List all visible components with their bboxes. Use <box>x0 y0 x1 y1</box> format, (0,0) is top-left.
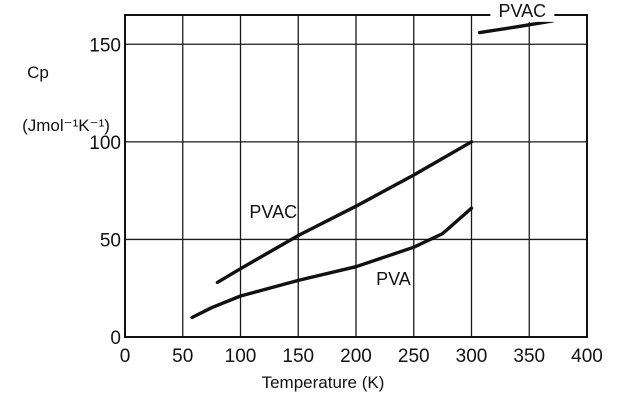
series-line-pva-2 <box>190 206 474 320</box>
x-axis-title: Temperature (K) <box>262 373 385 392</box>
series-lines <box>190 19 555 320</box>
y-axis-title: Cp (Jmol⁻¹K⁻¹) <box>22 63 110 135</box>
x-tick-label: 250 <box>398 346 430 367</box>
x-tick-label: 300 <box>456 346 488 367</box>
x-tick-label: 400 <box>571 346 603 367</box>
series-line-pvac-1 <box>477 19 555 35</box>
series-label-background <box>490 0 555 22</box>
y-axis-symbol: Cp <box>27 63 49 82</box>
plot-frame <box>124 14 588 338</box>
x-tick-label: 0 <box>120 346 131 367</box>
x-tick-label: 350 <box>513 346 545 367</box>
y-tick-label: 50 <box>100 230 121 251</box>
series-labels: PVAC PVAC PVA <box>249 0 555 289</box>
x-tick-labels: 0 50 100 150 200 250 300 350 400 <box>120 346 603 367</box>
x-tick-label: 50 <box>172 346 193 367</box>
y-axis-units: (Jmol⁻¹K⁻¹) <box>22 116 110 135</box>
y-tick-label: 150 <box>89 35 121 56</box>
series-label-pvac: PVAC <box>499 1 547 21</box>
series-label-pva: PVA <box>376 269 411 289</box>
y-tick-label: 100 <box>89 133 121 154</box>
series-line-pvac-0 <box>215 140 474 285</box>
x-tick-label: 200 <box>340 346 372 367</box>
y-tick-label: 0 <box>110 328 121 349</box>
x-tick-label: 150 <box>282 346 314 367</box>
grid <box>125 15 587 337</box>
y-tick-labels: 0 50 100 150 <box>89 35 121 349</box>
x-tick-label: 100 <box>225 346 257 367</box>
series-label-pvac: PVAC <box>249 202 297 222</box>
